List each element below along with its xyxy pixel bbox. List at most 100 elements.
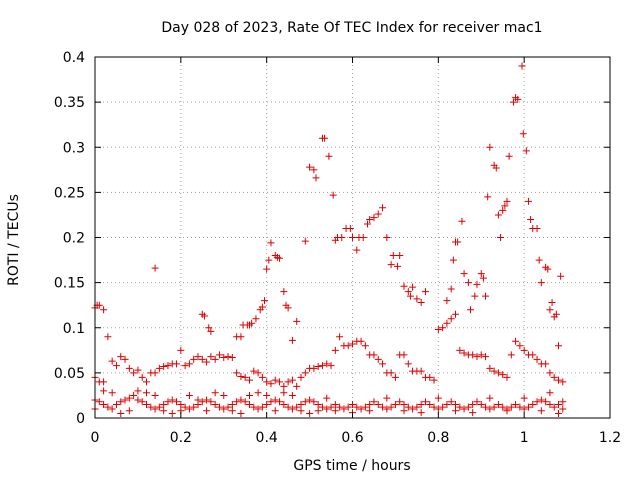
data-point xyxy=(400,351,408,359)
data-point xyxy=(443,400,451,408)
data-point xyxy=(357,405,365,413)
data-point xyxy=(346,224,354,232)
data-point xyxy=(473,280,481,288)
data-point xyxy=(452,310,459,318)
data-point xyxy=(185,405,193,413)
data-point xyxy=(233,369,241,377)
data-point xyxy=(494,369,502,377)
data-point xyxy=(477,351,485,359)
data-point xyxy=(151,369,159,377)
data-point xyxy=(100,400,108,408)
data-point xyxy=(460,405,468,413)
data-point xyxy=(340,405,348,413)
y-tick-label: 0.15 xyxy=(54,276,85,292)
data-point xyxy=(134,396,142,404)
data-point xyxy=(467,306,475,314)
data-point xyxy=(499,403,507,411)
data-point xyxy=(359,234,367,241)
data-point xyxy=(121,355,129,363)
data-point xyxy=(379,360,387,368)
data-point xyxy=(349,340,356,348)
data-point xyxy=(338,234,346,241)
data-point xyxy=(250,367,258,375)
data-point xyxy=(211,389,219,397)
data-point xyxy=(130,369,138,377)
data-point xyxy=(482,353,490,361)
data-point xyxy=(331,407,339,415)
data-point xyxy=(349,234,356,241)
data-point xyxy=(507,403,515,411)
data-point xyxy=(312,174,320,182)
data-point xyxy=(181,362,189,370)
data-point xyxy=(535,256,543,264)
data-point xyxy=(185,391,193,399)
data-point xyxy=(263,378,271,386)
data-point xyxy=(185,360,193,368)
data-point xyxy=(524,197,532,205)
data-point xyxy=(512,400,520,408)
chart-title: Day 028 of 2023, Rate Of TEC Index for r… xyxy=(161,20,542,36)
data-point xyxy=(271,407,279,415)
data-point xyxy=(469,351,477,359)
data-point xyxy=(336,333,344,341)
data-point xyxy=(383,394,391,402)
data-point xyxy=(250,403,258,411)
x-tick-label: 1.2 xyxy=(599,430,621,446)
data-point xyxy=(215,403,223,411)
data-point xyxy=(117,398,125,406)
data-point xyxy=(447,285,455,293)
data-point xyxy=(151,391,159,399)
data-point xyxy=(228,407,236,415)
data-point xyxy=(177,400,185,408)
data-point xyxy=(95,301,103,309)
data-point xyxy=(173,398,181,406)
data-point xyxy=(263,400,271,408)
data-point xyxy=(267,380,275,388)
data-point xyxy=(443,319,451,327)
data-point xyxy=(520,405,528,413)
data-point xyxy=(147,403,155,411)
data-point xyxy=(327,362,335,370)
data-point xyxy=(198,355,206,363)
data-point xyxy=(104,333,112,341)
data-point xyxy=(207,398,215,406)
data-point xyxy=(464,279,472,287)
data-point xyxy=(426,373,434,381)
data-point xyxy=(503,197,511,205)
data-point xyxy=(490,403,498,411)
y-tick-label: 0.05 xyxy=(54,366,85,382)
data-point xyxy=(396,398,404,406)
data-point xyxy=(160,363,168,371)
y-tick-labels: 0 0.05 0.1 0.15 0.2 0.25 0.3 0.35 0.4 xyxy=(54,50,85,427)
data-point xyxy=(469,409,477,417)
data-point xyxy=(297,407,305,415)
data-point xyxy=(555,376,562,384)
data-point xyxy=(237,333,245,341)
data-point xyxy=(134,387,142,395)
data-point xyxy=(452,407,459,415)
data-point xyxy=(276,254,284,262)
data-point xyxy=(331,400,339,408)
data-point xyxy=(241,373,249,381)
data-point xyxy=(458,217,466,225)
data-point xyxy=(288,336,296,344)
data-point xyxy=(484,193,492,201)
data-point xyxy=(546,400,554,408)
data-point xyxy=(237,396,245,404)
data-point xyxy=(318,403,326,411)
data-point xyxy=(325,152,333,160)
data-point xyxy=(125,407,133,415)
data-point xyxy=(246,400,253,408)
data-point xyxy=(505,152,513,160)
data-point xyxy=(280,288,288,296)
data-point xyxy=(258,303,266,311)
data-point xyxy=(544,265,552,273)
data-point xyxy=(353,403,361,411)
x-tick-label: 0.6 xyxy=(341,430,363,446)
data-point xyxy=(559,405,567,413)
y-tick-label: 0.35 xyxy=(54,95,85,111)
data-point xyxy=(108,389,116,397)
y-tick-label: 0.4 xyxy=(63,50,85,66)
data-point xyxy=(198,398,206,406)
data-point xyxy=(490,367,498,375)
